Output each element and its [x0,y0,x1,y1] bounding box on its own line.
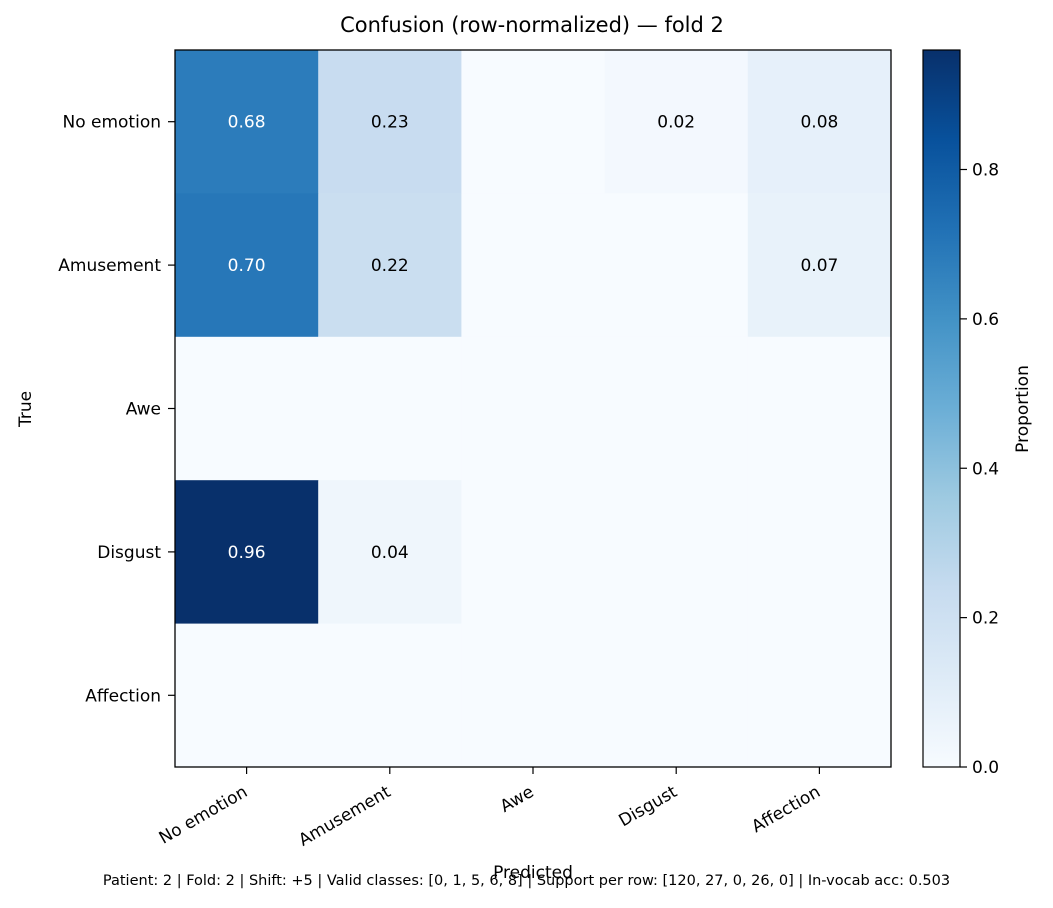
y-tick-label: Awe [126,400,161,420]
heatmap-cell [604,336,749,481]
x-tick-label: Amusement [295,782,394,851]
heatmap-cell [747,50,892,194]
heatmap-cell [318,193,462,338]
colorbar-tick-label: 0.2 [972,609,999,629]
colorbar-tick-label: 0.6 [972,310,999,330]
cell-value-label: 0.96 [228,543,266,563]
heatmap-cells [175,50,892,768]
heatmap-cell [604,623,749,768]
cell-value-label: 0.70 [228,256,266,276]
x-tick-label: Affection [748,782,824,837]
x-axis-ticks: No emotion Amusement Awe Disgust Affection [156,767,824,851]
x-tick-label: Disgust [615,782,681,831]
heatmap-cell [318,336,462,481]
heatmap-cell [604,193,749,338]
heatmap-cell [747,193,892,338]
cell-value-label: 0.04 [371,543,409,563]
y-axis-label: True [16,391,36,428]
heatmap-cell [175,480,319,625]
heatmap-cell [604,480,749,625]
heatmap-cell [175,193,319,338]
heatmap-cell [461,623,606,768]
heatmap-cell [461,193,606,338]
heatmap-cell [461,336,606,481]
colorbar: 0.0 0.2 0.4 0.6 0.8 Proportion [922,49,1033,778]
heatmap-cell [747,623,892,768]
heatmap-cell [747,480,892,625]
colorbar-label: Proportion [1013,365,1033,453]
heatmap-cell [175,623,319,768]
cell-value-labels: 0.68 0.23 0.02 0.08 0.70 0.22 0.07 0.96 0.04 [228,113,839,563]
heatmap-cell [461,480,606,625]
cell-value-label: 0.08 [800,113,838,133]
cell-value-label: 0.68 [228,113,266,133]
heatmap-cell [318,50,462,194]
cell-value-label: 0.07 [800,256,838,276]
colorbar-tick-label: 0.4 [972,459,999,479]
x-tick-label: No emotion [156,782,251,849]
colorbar-gradient [922,49,961,768]
heatmap-cell [604,50,749,194]
heatmap-cell [461,50,606,194]
y-tick-label: Amusement [58,256,161,276]
heatmap-cell [318,623,462,768]
y-tick-label: No emotion [62,113,161,133]
y-axis-ticks: No emotion Amusement Awe Disgust Affection [58,113,175,706]
cell-value-label: 0.02 [657,113,695,133]
heatmap-cell [747,336,892,481]
chart-title: Confusion (row-normalized) — fold 2 [340,13,724,37]
heatmap-cell [175,336,319,481]
x-axis-label: Predicted [493,863,573,883]
colorbar-tick-label: 0.8 [972,161,999,181]
y-tick-label: Disgust [97,543,161,563]
colorbar-ticks: 0.0 0.2 0.4 0.6 0.8 [960,161,999,778]
colorbar-tick-label: 0.0 [972,758,999,778]
footer-summary: Patient: 2 | Fold: 2 | Shift: +5 | Valid… [102,873,951,889]
heatmap-cell [175,50,319,194]
y-tick-label: Affection [85,686,161,706]
heatmap-cell [318,480,462,625]
x-tick-label: Awe [497,782,538,817]
cell-value-label: 0.22 [371,256,409,276]
cell-value-label: 0.23 [371,113,409,133]
